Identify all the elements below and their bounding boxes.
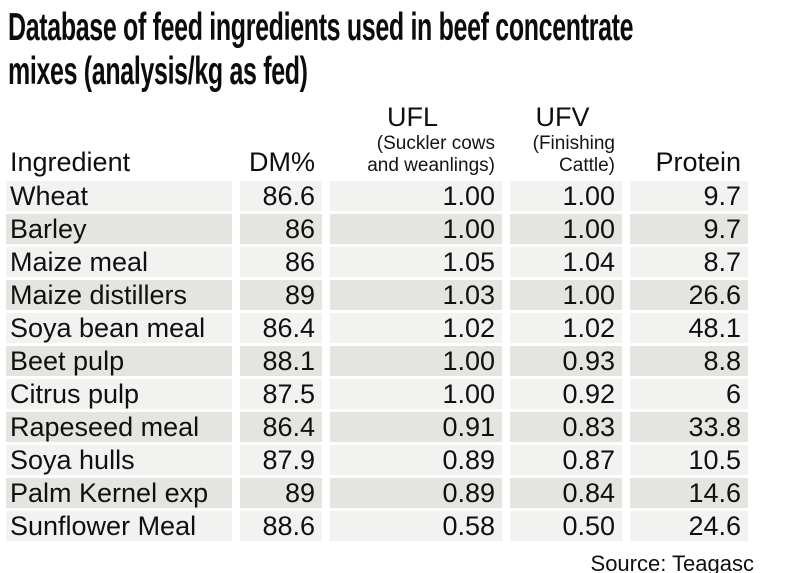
feed-ingredients-table: Ingredient DM% UFL (Suckler cows and wea… [6, 102, 754, 541]
table-row: Soya hulls 87.9 0.89 0.87 10.5 [6, 445, 754, 475]
cell-dm: 86 [240, 214, 322, 244]
table-row: Maize distillers 89 1.03 1.00 26.6 [6, 280, 754, 310]
cell-ingredient: Palm Kernel exp [6, 478, 232, 508]
cell-ufv: 0.84 [510, 478, 622, 508]
table-header-ingredient: Ingredient [10, 147, 131, 177]
table-row: Barley 86 1.00 1.00 9.7 [6, 214, 754, 244]
page-title-line2: mixes (analysis/kg as fed) [8, 50, 308, 93]
cell-ufv: 0.92 [510, 379, 622, 409]
page-title-line1: Database of feed ingredients used in bee… [8, 6, 634, 49]
cell-ufv: 0.93 [510, 346, 622, 376]
cell-dm: 89 [240, 478, 322, 508]
table-header-dm: DM% [249, 147, 315, 177]
cell-protein: 48.1 [630, 313, 748, 343]
cell-dm: 88.6 [240, 511, 322, 541]
cell-dm: 87.9 [240, 445, 322, 475]
cell-ufl: 1.00 [330, 181, 502, 211]
table-header-ufv-sub1: (Finishing [532, 133, 615, 154]
table-header-ufv-sub2: Cattle) [559, 155, 615, 176]
cell-protein: 10.5 [630, 445, 748, 475]
cell-ingredient: Citrus pulp [6, 379, 232, 409]
table-header-ufl-sub1: (Suckler cows [376, 133, 495, 154]
cell-ufv: 0.87 [510, 445, 622, 475]
table-header-ufl: UFL (Suckler cows and weanlings) [330, 102, 502, 177]
cell-ufl: 0.89 [330, 478, 502, 508]
cell-ufv: 1.00 [510, 280, 622, 310]
cell-dm: 86 [240, 247, 322, 277]
cell-ufl: 0.58 [330, 511, 502, 541]
table-row: Sunflower Meal 88.6 0.58 0.50 24.6 [6, 511, 754, 541]
cell-ufl: 1.02 [330, 313, 502, 343]
infographic-table-page: Database of feed ingredients used in bee… [0, 6, 790, 573]
table-header-row: Ingredient DM% UFL (Suckler cows and wea… [6, 102, 754, 177]
cell-ufl: 1.00 [330, 214, 502, 244]
cell-ingredient: Maize distillers [6, 280, 232, 310]
table-row: Soya bean meal 86.4 1.02 1.02 48.1 [6, 313, 754, 343]
cell-ufl: 1.03 [330, 280, 502, 310]
cell-ufv: 1.04 [510, 247, 622, 277]
cell-protein: 9.7 [630, 214, 748, 244]
cell-protein: 6 [630, 379, 748, 409]
cell-ufv: 0.50 [510, 511, 622, 541]
cell-ingredient: Soya bean meal [6, 313, 232, 343]
table-row: Rapeseed meal 86.4 0.91 0.83 33.8 [6, 412, 754, 442]
cell-dm: 86.6 [240, 181, 322, 211]
table-row: Wheat 86.6 1.00 1.00 9.7 [6, 181, 754, 211]
table-header-ufv-label: UFV [535, 102, 590, 132]
cell-ingredient: Sunflower Meal [6, 511, 232, 541]
table-row: Beet pulp 88.1 1.00 0.93 8.8 [6, 346, 754, 376]
table-body: Wheat 86.6 1.00 1.00 9.7 Barley 86 1.00 … [6, 181, 754, 541]
cell-ufl: 1.00 [330, 346, 502, 376]
cell-ufl: 0.91 [330, 412, 502, 442]
cell-ingredient: Soya hulls [6, 445, 232, 475]
cell-dm: 88.1 [240, 346, 322, 376]
cell-ufv: 0.83 [510, 412, 622, 442]
cell-dm: 89 [240, 280, 322, 310]
cell-ufv: 1.00 [510, 214, 622, 244]
table-header-ufl-sub2: and weanlings) [367, 155, 495, 176]
cell-protein: 8.7 [630, 247, 748, 277]
cell-ingredient: Wheat [6, 181, 232, 211]
cell-protein: 14.6 [630, 478, 748, 508]
cell-ufl: 0.89 [330, 445, 502, 475]
cell-protein: 9.7 [630, 181, 748, 211]
cell-ufl: 1.05 [330, 247, 502, 277]
cell-ingredient: Rapeseed meal [6, 412, 232, 442]
cell-dm: 86.4 [240, 313, 322, 343]
table-row: Palm Kernel exp 89 0.89 0.84 14.6 [6, 478, 754, 508]
table-row: Maize meal 86 1.05 1.04 8.7 [6, 247, 754, 277]
table-header-ufv: UFV (Finishing Cattle) [510, 102, 622, 177]
cell-ingredient: Barley [6, 214, 232, 244]
cell-dm: 86.4 [240, 412, 322, 442]
cell-ingredient: Maize meal [6, 247, 232, 277]
cell-ufl: 1.00 [330, 379, 502, 409]
cell-protein: 8.8 [630, 346, 748, 376]
cell-protein: 24.6 [630, 511, 748, 541]
table-header-ufl-label: UFL [386, 102, 438, 132]
table-row: Citrus pulp 87.5 1.00 0.92 6 [6, 379, 754, 409]
table-header-protein: Protein [655, 147, 741, 177]
cell-protein: 33.8 [630, 412, 748, 442]
cell-ufv: 1.00 [510, 181, 622, 211]
cell-protein: 26.6 [630, 280, 748, 310]
page-title: Database of feed ingredients used in bee… [8, 6, 790, 94]
cell-ingredient: Beet pulp [6, 346, 232, 376]
cell-ufv: 1.02 [510, 313, 622, 343]
cell-dm: 87.5 [240, 379, 322, 409]
source-credit: Source: Teagasc [590, 551, 754, 573]
